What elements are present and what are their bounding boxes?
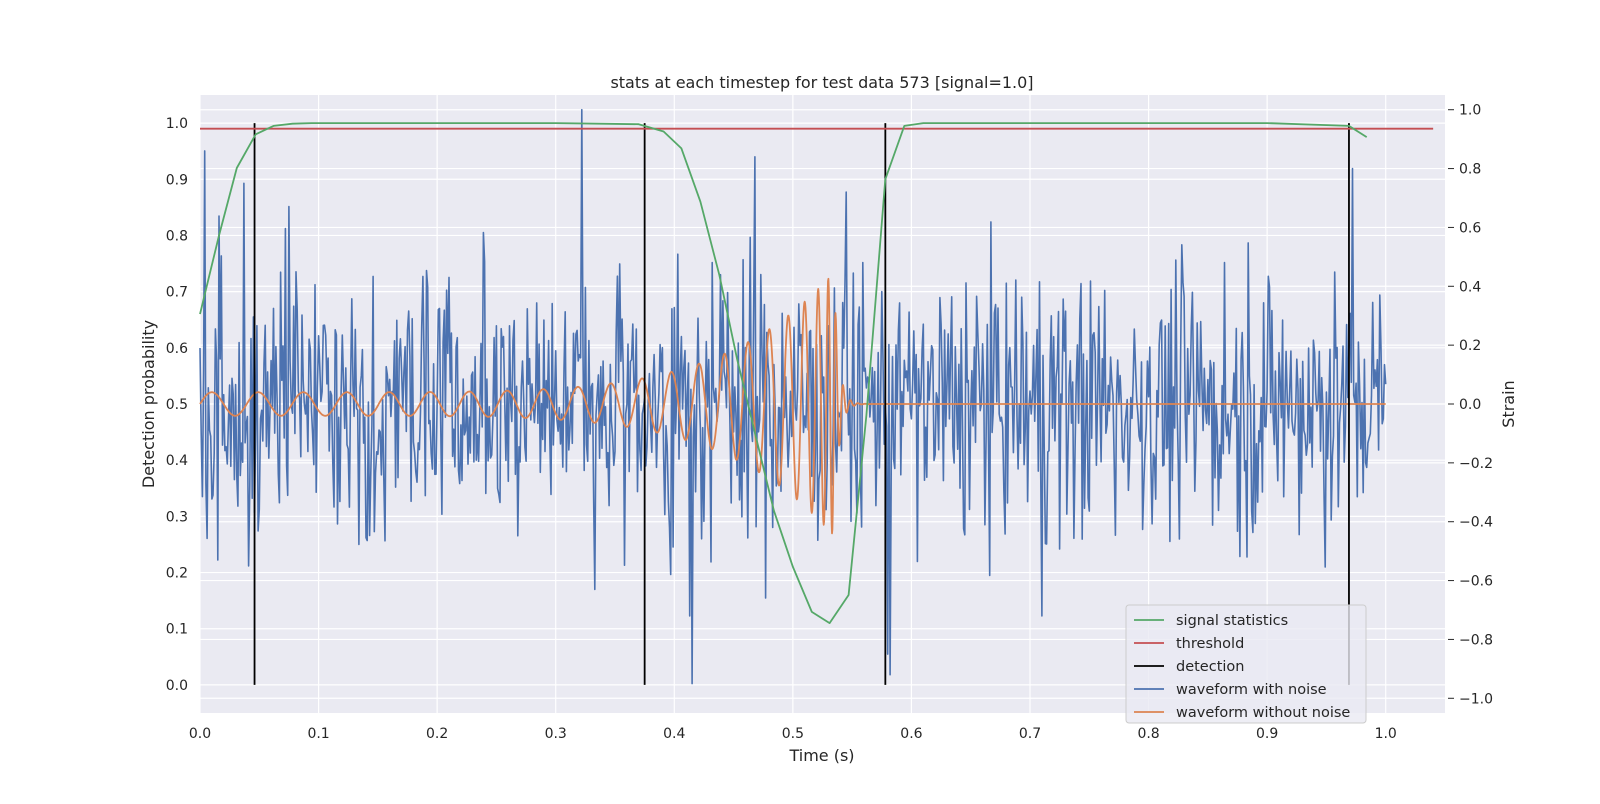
y-tick-label-right: 0.2 xyxy=(1459,338,1481,354)
x-tick-label: 0.0 xyxy=(189,726,211,742)
x-tick-label: 0.7 xyxy=(1019,726,1041,742)
legend-items: signal statistics threshold detection wavef… xyxy=(1134,613,1350,721)
legend: signal statistics threshold detection wavef… xyxy=(1125,604,1367,724)
legend-label: threshold xyxy=(1176,636,1244,652)
y-tick-label-right: 0.6 xyxy=(1459,220,1481,236)
x-tick-label: 0.2 xyxy=(426,726,448,742)
y-tick-label-left: 0.8 xyxy=(166,228,188,244)
series-signal-statistics xyxy=(199,122,1368,624)
y-tick-label-right: −0.2 xyxy=(1459,456,1493,472)
x-tick-label: 0.1 xyxy=(307,726,329,742)
x-axis-label: Time (s) xyxy=(788,746,854,765)
x-tick-label: 0.8 xyxy=(1137,726,1159,742)
legend-label: waveform without noise xyxy=(1176,705,1350,721)
x-tick-label: 0.5 xyxy=(782,726,804,742)
legend-label: waveform with noise xyxy=(1176,682,1327,698)
y-tick-label-left: 0.6 xyxy=(166,341,188,357)
y-tick-label-right: 0.0 xyxy=(1459,397,1481,413)
ticks-layer: 0.0 0.1 0.2 0.3 0.4 0.5 0.6 0.7 0.8 0.9 1.0 0.0 0.1 0… xyxy=(166,103,1493,742)
y-axis-label-left: Detection probability xyxy=(139,320,158,488)
y-tick-label-left: 0.0 xyxy=(166,678,188,694)
legend-label: signal statistics xyxy=(1176,613,1288,629)
y-tick-label-left: 0.9 xyxy=(166,172,188,188)
x-tick-label: 1.0 xyxy=(1375,726,1397,742)
y-tick-label-left: 0.7 xyxy=(166,285,188,301)
y-tick-label-right: −0.4 xyxy=(1459,515,1493,531)
x-tick-label: 0.3 xyxy=(545,726,567,742)
y-tick-label-left: 0.1 xyxy=(166,622,188,638)
x-tick-label: 0.4 xyxy=(663,726,685,742)
y-tick-label-right: −1.0 xyxy=(1459,691,1493,707)
y-tick-label-right: −0.6 xyxy=(1459,574,1493,590)
x-tick-label: 0.9 xyxy=(1256,726,1278,742)
chart-title: stats at each timestep for test data 573… xyxy=(610,73,1033,92)
y-tick-label-left: 0.3 xyxy=(166,509,188,525)
y-tick-label-right: 0.4 xyxy=(1459,279,1481,295)
series-waveform-without-noise xyxy=(199,277,1387,535)
y-tick-label-left: 0.5 xyxy=(166,397,188,413)
legend-box xyxy=(1125,604,1367,724)
x-tick-label: 0.6 xyxy=(900,726,922,742)
series-layer xyxy=(199,108,1434,685)
y-tick-label-right: −0.8 xyxy=(1459,632,1493,648)
y-tick-label-left: 1.0 xyxy=(166,116,188,132)
y-tick-label-left: 0.2 xyxy=(166,566,188,582)
y-tick-label-left: 0.4 xyxy=(166,453,188,469)
y-tick-label-right: 0.8 xyxy=(1459,162,1481,178)
y-tick-label-right: 1.0 xyxy=(1459,103,1481,119)
y-axis-label-right: Strain xyxy=(1499,380,1518,427)
legend-label: detection xyxy=(1176,659,1244,675)
